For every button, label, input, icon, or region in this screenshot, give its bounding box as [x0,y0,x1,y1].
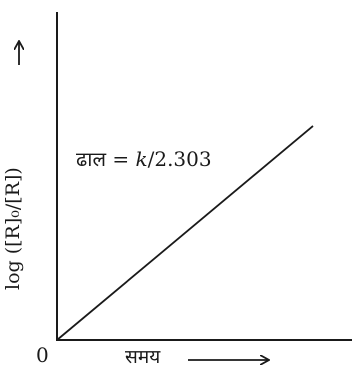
data-line [56,125,314,341]
slope-equals: = [106,147,136,171]
origin-label: 0 [36,343,49,367]
slope-word: ढाल [76,147,106,171]
slope-k: k [135,147,148,171]
y-axis-label: log ([R]₀/[R]) [2,167,24,290]
slope-annotation: ढाल = k/2.303 [76,145,212,172]
slope-rest: /2.303 [147,147,212,171]
x-axis-label: समय [125,346,161,368]
